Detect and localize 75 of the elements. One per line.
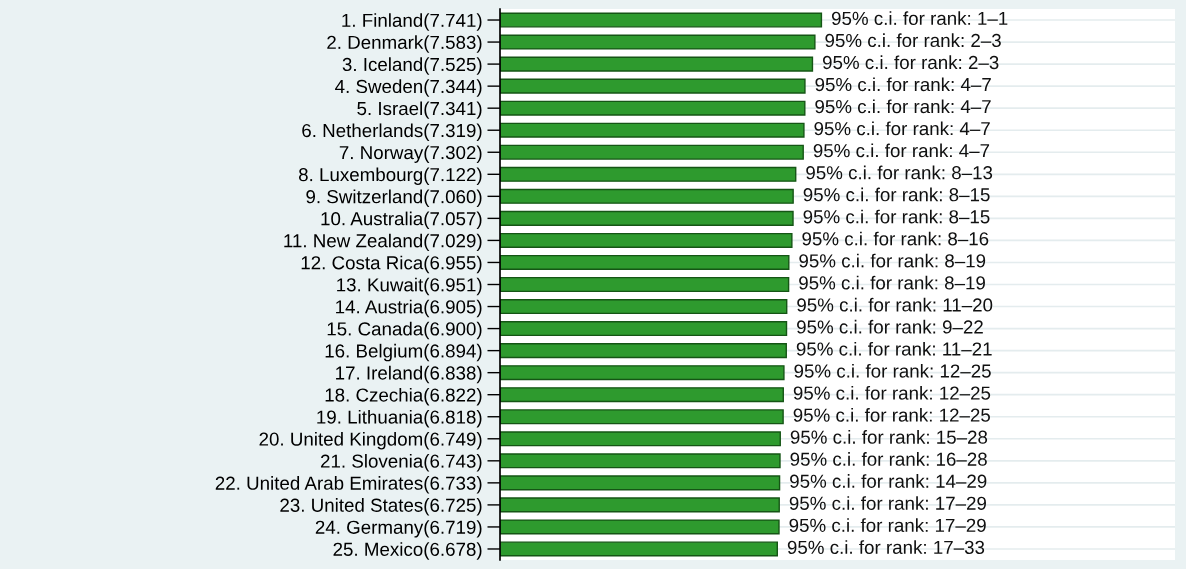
bar — [500, 497, 780, 513]
y-tick-label: 20. United Kingdom(6.749) — [259, 431, 482, 450]
annotation: 95% c.i. for rank: 17–29 — [789, 496, 987, 510]
y-tick-label: 2. Denmark(7.583) — [327, 35, 482, 53]
y-tick-label: 16. Belgium(6.894) — [325, 343, 482, 362]
annotation: 95% c.i. for rank: 8–15 — [803, 187, 990, 202]
annotation: 95% c.i. for rank: 12–25 — [794, 363, 991, 378]
annotation: 95% c.i. for rank: 14–29 — [790, 474, 987, 488]
annotation: 95% c.i. for rank: 12–25 — [793, 385, 991, 400]
bar — [500, 100, 806, 116]
bar — [500, 144, 804, 160]
bar — [500, 232, 793, 248]
y-tick-label: 21. Slovenia(6.743) — [320, 454, 482, 472]
y-tick-label: 23. United States(6.725) — [280, 498, 482, 516]
annotation: 95% c.i. for rank: 15–28 — [790, 430, 988, 444]
bar — [500, 276, 790, 293]
annotation: 95% c.i. for rank: 8–15 — [803, 209, 990, 224]
y-tick-label: 19. Lithuania(6.818) — [317, 409, 482, 428]
y-tick-label: 25. Mexico(6.678) — [333, 542, 482, 560]
annotation: 95% c.i. for rank: 8–16 — [802, 231, 989, 246]
bar — [500, 387, 784, 403]
bar — [500, 12, 823, 28]
bar — [500, 321, 788, 337]
bar — [500, 122, 805, 138]
annotation: 95% c.i. for rank: 4–7 — [814, 121, 990, 136]
bar — [500, 541, 778, 557]
annotation: 95% c.i. for rank: 9–22 — [797, 319, 983, 334]
y-tick-label: 10. Australia(7.057) — [321, 211, 482, 230]
y-tick-label: 22. United Arab Emirates(6.733) — [215, 476, 482, 494]
y-tick-label: 12. Costa Rica(6.955) — [301, 255, 482, 274]
annotation: 95% c.i. for rank: 4–7 — [815, 99, 991, 114]
y-tick-label: 15. Canada(6.900) — [327, 321, 482, 340]
bar — [500, 343, 787, 359]
annotation: 95% c.i. for rank: 2–3 — [822, 55, 999, 70]
annotation: 95% c.i. for rank: 8–19 — [799, 275, 985, 290]
y-tick-label: 14. Austria(6.905) — [336, 299, 482, 318]
bar — [500, 299, 788, 315]
y-tick-label: 7. Norway(7.302) — [339, 145, 482, 163]
annotation: 95% c.i. for rank: 4–7 — [813, 143, 990, 158]
annotation: 95% c.i. for rank: 4–7 — [815, 77, 991, 92]
bar — [500, 254, 790, 270]
bar — [500, 453, 781, 469]
y-tick-label: 6. Netherlands(7.319) — [302, 123, 482, 141]
annotation: 95% c.i. for rank: 17–33 — [787, 540, 985, 555]
annotation: 95% c.i. for rank: 1–1 — [831, 11, 1008, 26]
annotation: 95% c.i. for rank: 11–20 — [797, 297, 993, 312]
annotation: 95% c.i. for rank: 11–21 — [796, 341, 992, 356]
bar — [500, 34, 816, 50]
y-tick-label: 17. Ireland(6.838) — [336, 365, 482, 384]
annotation: 95% c.i. for rank: 16–28 — [790, 452, 987, 466]
bar — [500, 431, 781, 447]
bar — [500, 409, 784, 425]
annotation: 95% c.i. for rank: 17–29 — [789, 518, 986, 532]
y-tick-label: 13. Kuwait(6.951) — [337, 277, 482, 296]
bar — [500, 210, 794, 226]
y-tick-label: 3. Iceland(7.525) — [342, 57, 482, 75]
bar — [500, 519, 780, 535]
bar — [500, 475, 781, 491]
y-tick-label: 9. Switzerland(7.060) — [306, 189, 482, 208]
annotation: 95% c.i. for rank: 2–3 — [825, 33, 1001, 48]
bar — [500, 166, 797, 182]
annotation: 95% c.i. for rank: 8–13 — [806, 165, 993, 180]
y-tick-label: 11. New Zealand(7.029) — [284, 233, 482, 252]
y-tick-label: 1. Finland(7.741) — [342, 13, 482, 31]
bar — [500, 188, 794, 204]
y-tick-label: 24. Germany(6.719) — [315, 520, 482, 538]
y-tick-label: 5. Israel(7.341) — [357, 101, 482, 119]
y-tick-label: 4. Sweden(7.344) — [335, 79, 482, 97]
y-tick-label: 18. Czechia(6.822) — [325, 387, 482, 406]
bar — [500, 56, 814, 72]
y-tick-label: 8. Luxembourg(7.122) — [298, 167, 482, 185]
bar — [500, 365, 785, 381]
annotation: 95% c.i. for rank: 12–25 — [793, 408, 990, 422]
bar — [500, 78, 806, 94]
annotation: 95% c.i. for rank: 8–19 — [799, 253, 986, 268]
